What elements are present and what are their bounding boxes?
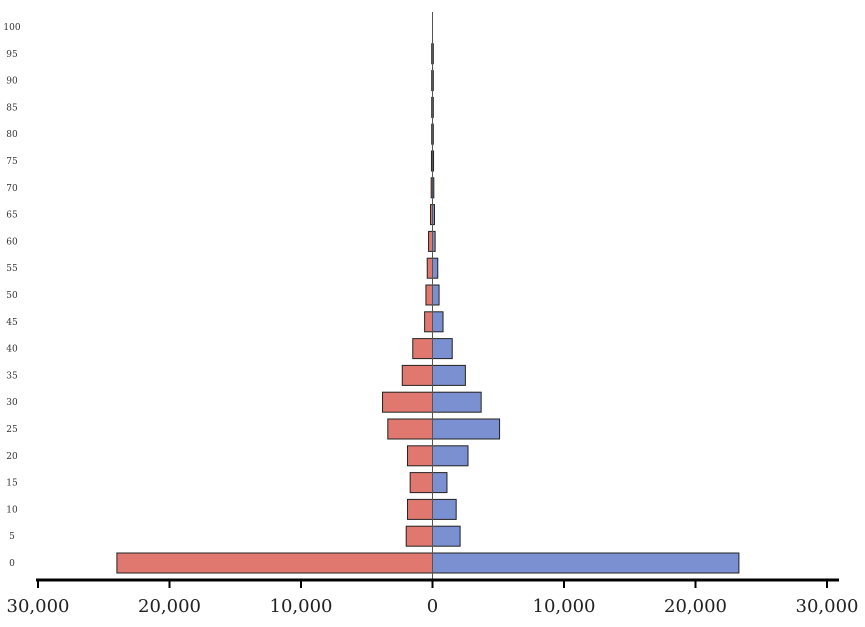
right-bar-0 [432, 552, 740, 574]
y-tick-label: 60 [6, 237, 18, 247]
left-bar-35 [401, 364, 434, 386]
y-tick-label: 45 [6, 318, 18, 328]
y-tick-label: 50 [6, 291, 18, 301]
x-tick-label: 10,000 [533, 596, 596, 617]
left-bar-40 [412, 338, 433, 360]
right-bar-50 [432, 284, 440, 306]
y-tick-label: 40 [6, 345, 18, 355]
y-tick-label: 30 [6, 398, 18, 408]
x-ticks: 30,000 20,000 10,000 0 10,000 20,000 30,000 [7, 580, 859, 617]
right-bar-55 [432, 257, 439, 279]
y-tick-labels: 0 5 10 15 20 25 30 35 40 45 50 55 60 65 70 75 80 85 90 95 10… [3, 23, 20, 569]
y-tick-label: 90 [6, 77, 18, 87]
left-bar-60 [428, 230, 433, 252]
x-tick-label: 30,000 [7, 596, 70, 617]
x-tick-label: 30,000 [796, 596, 859, 617]
x-tick-label: 20,000 [138, 596, 201, 617]
left-bar-25 [387, 418, 434, 440]
left-bar-55 [426, 257, 433, 279]
y-tick-label: 25 [6, 425, 18, 435]
right-bar-15 [432, 472, 448, 494]
y-tick-label: 75 [6, 157, 18, 167]
y-tick-label: 100 [3, 23, 20, 33]
left-bar-0 [116, 552, 434, 574]
left-bar-20 [407, 445, 434, 467]
right-bar-5 [432, 525, 461, 547]
y-tick-label: 35 [6, 371, 18, 381]
right-bar-40 [432, 338, 453, 360]
y-tick-label: 5 [9, 532, 15, 542]
left-bar-10 [407, 498, 434, 520]
left-bar-5 [405, 525, 434, 547]
y-tick-label: 10 [6, 505, 18, 515]
right-bar-20 [432, 445, 469, 467]
y-tick-label: 95 [6, 50, 18, 60]
y-tick-label: 20 [6, 452, 18, 462]
right-bar-35 [432, 364, 466, 386]
left-bar-30 [382, 391, 433, 413]
y-tick-label: 15 [6, 479, 18, 489]
x-tick-label: 20,000 [664, 596, 727, 617]
right-bar-45 [432, 311, 444, 333]
x-tick-label: 10,000 [270, 596, 333, 617]
y-tick-label: 80 [6, 130, 18, 140]
left-bar-50 [425, 284, 433, 306]
bars-layer [116, 43, 740, 574]
y-tick-label: 55 [6, 264, 18, 274]
y-tick-label: 70 [6, 184, 18, 194]
right-bar-30 [432, 391, 482, 413]
y-tick-label: 85 [6, 103, 18, 113]
left-bar-15 [409, 472, 433, 494]
right-bar-10 [432, 498, 457, 520]
right-bar-25 [432, 418, 501, 440]
x-tick-label: 0 [427, 596, 438, 617]
left-bar-45 [424, 311, 433, 333]
y-tick-label: 65 [6, 211, 18, 221]
y-tick-label: 0 [9, 559, 15, 569]
